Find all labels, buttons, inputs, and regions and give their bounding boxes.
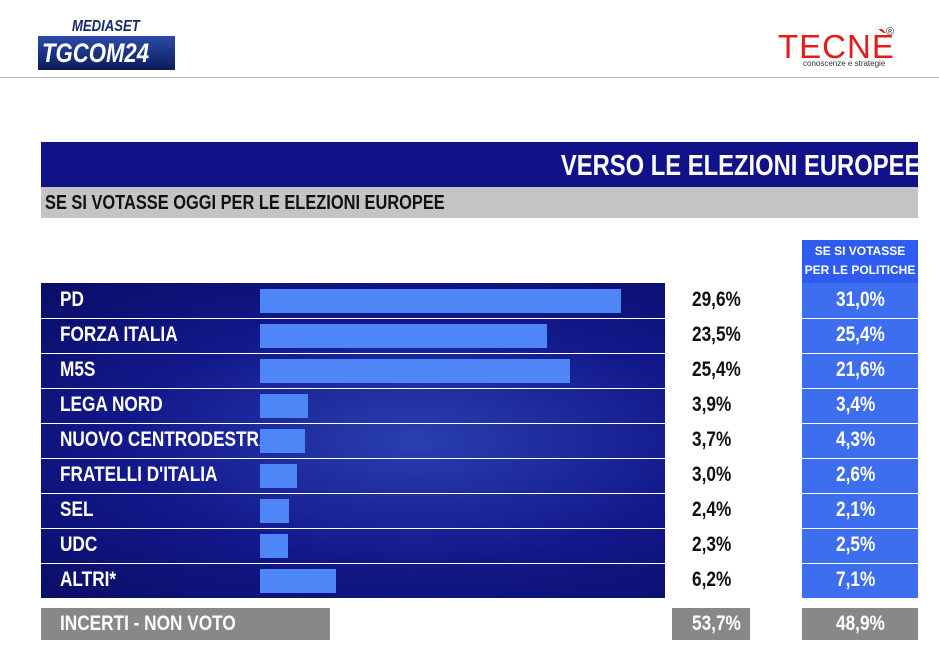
comparison-label: 21,6% — [836, 353, 885, 387]
comparison-label: 25,4% — [836, 318, 885, 352]
row-separator — [41, 528, 750, 529]
comparison-label: 2,5% — [836, 528, 875, 562]
comparison-label: 2,1% — [836, 493, 875, 527]
bar — [260, 569, 336, 593]
bar — [260, 499, 289, 523]
logo-box: TGCOM24 — [38, 36, 175, 70]
comparison-label: 4,3% — [836, 423, 875, 457]
bar — [260, 359, 570, 383]
chart-subtitle: SE SI VOTASSE OGGI PER LE ELEZIONI EUROP… — [45, 192, 445, 215]
chart-title: VERSO LE ELEZIONI EUROPEE — [561, 150, 920, 183]
category-label: SEL — [60, 493, 93, 527]
undecided-comparison: 48,9% — [836, 607, 885, 641]
bar — [260, 289, 621, 313]
value-label: 23,5% — [692, 318, 741, 352]
pollster-mark: ® — [886, 26, 894, 38]
subtitle-bar: SE SI VOTASSE OGGI PER LE ELEZIONI EUROP… — [41, 187, 918, 218]
value-label: 2,4% — [692, 493, 731, 527]
value-label: 3,9% — [692, 388, 731, 422]
bar — [260, 429, 305, 453]
comparison-label: 31,0% — [836, 283, 885, 317]
undecided-value: 53,7% — [692, 607, 741, 641]
row-separator — [41, 563, 750, 564]
bar — [260, 464, 297, 488]
bar — [260, 324, 547, 348]
pollster-tagline: conoscenze e strategie — [803, 59, 885, 68]
bar — [260, 394, 308, 418]
value-label: 25,4% — [692, 353, 741, 387]
comparison-label: 3,4% — [836, 388, 875, 422]
category-label: FRATELLI D'ITALIA — [60, 458, 217, 492]
comparison-label: 2,6% — [836, 458, 875, 492]
comparison-header: SE SI VOTASSE PER LE POLITICHE — [802, 240, 918, 283]
category-label: FORZA ITALIA — [60, 318, 178, 352]
category-label: UDC — [60, 528, 97, 562]
category-label: M5S — [60, 353, 95, 387]
row-separator — [41, 493, 750, 494]
title-bar: VERSO LE ELEZIONI EUROPEE — [41, 142, 918, 187]
value-label: 3,7% — [692, 423, 731, 457]
undecided-label: INCERTI - NON VOTO — [60, 607, 236, 641]
brand: MEDIASET — [72, 18, 140, 36]
category-label: LEGA NORD — [60, 388, 163, 422]
value-label: 3,0% — [692, 458, 731, 492]
divider — [0, 77, 939, 78]
bar — [260, 534, 288, 558]
logo: TGCOM24 — [42, 38, 149, 69]
value-label: 2,3% — [692, 528, 731, 562]
value-label: 29,6% — [692, 283, 741, 317]
row-separator — [41, 353, 750, 354]
category-label: ALTRI* — [60, 563, 116, 597]
category-label: NUOVO CENTRODESTRA — [60, 423, 271, 457]
comparison-label: 7,1% — [836, 563, 875, 597]
category-label: PD — [60, 283, 84, 317]
value-label: 6,2% — [692, 563, 731, 597]
